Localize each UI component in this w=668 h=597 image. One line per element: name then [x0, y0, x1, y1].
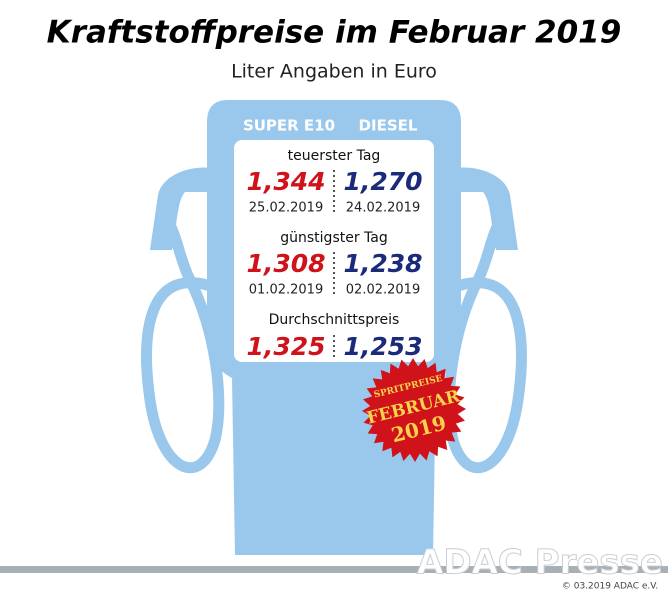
section-label: günstigster Tag — [280, 230, 388, 246]
price: 1,270 — [343, 167, 422, 196]
date: 02.02.2019 — [346, 283, 420, 298]
copyright: © 03.2019 ADAC e.V. — [562, 582, 658, 592]
column-header: DIESEL — [359, 117, 418, 135]
price: 1,238 — [343, 249, 422, 278]
date: 01.02.2019 — [249, 283, 323, 298]
price-panel — [234, 140, 434, 362]
section-label: Durchschnittspreis — [269, 312, 400, 328]
date: 25.02.2019 — [249, 201, 323, 216]
title: Kraftstoffpreise im Februar 2019 — [47, 15, 622, 51]
badge: SPRITPREISE FEBRUAR 2019 — [361, 357, 467, 463]
price: 1,253 — [343, 332, 422, 361]
watermark: ADAC Presse — [417, 543, 663, 583]
subtitle: Liter Angaben in Euro — [231, 61, 437, 83]
price: 1,325 — [246, 332, 325, 361]
hoses — [141, 219, 527, 474]
column-header: SUPER E10 — [243, 117, 335, 135]
price: 1,308 — [246, 249, 325, 278]
footer-bar — [0, 566, 668, 573]
badge-star — [361, 357, 467, 463]
nozzles — [150, 167, 518, 250]
date: 24.02.2019 — [346, 201, 420, 216]
price: 1,344 — [246, 167, 325, 196]
section-label: teuerster Tag — [288, 148, 381, 164]
